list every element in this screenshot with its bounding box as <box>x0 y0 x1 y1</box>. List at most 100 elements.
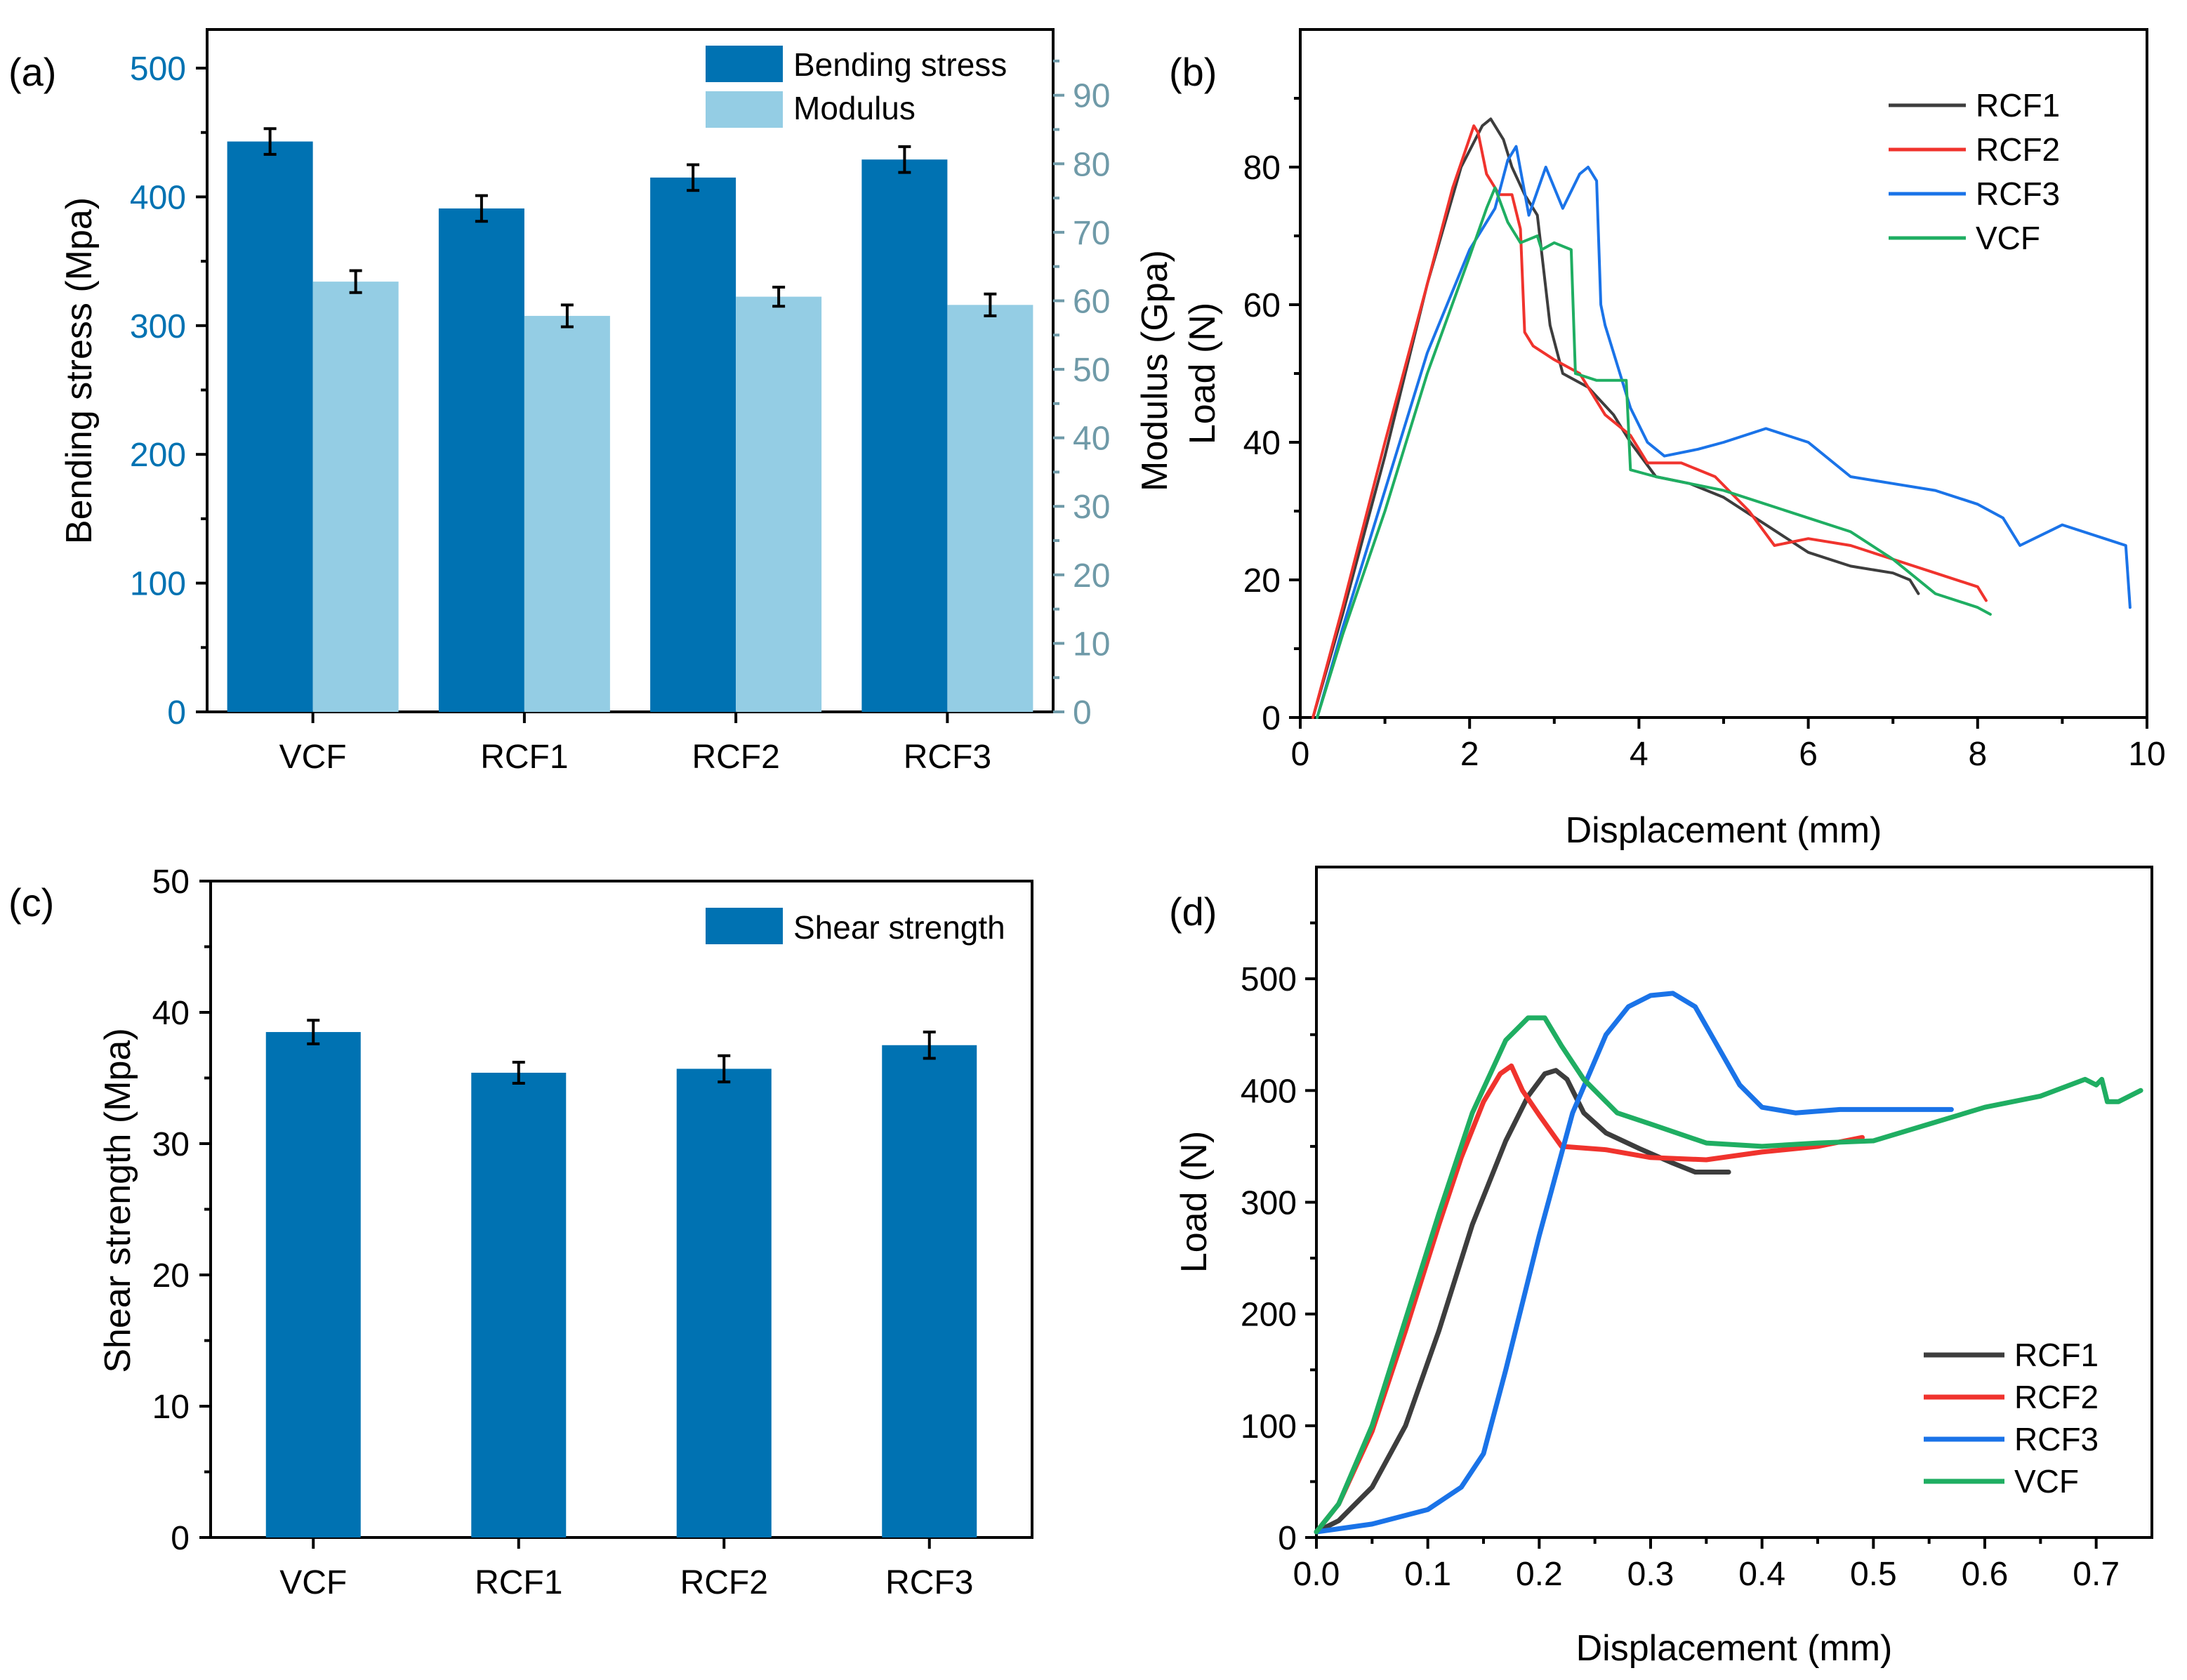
legend-label-shear-strength: Shear strength <box>793 909 1005 946</box>
panel-b-curves <box>1311 117 2132 719</box>
y-tick-label: 500 <box>1241 961 1297 998</box>
bar-modulus <box>736 296 822 712</box>
panel-a-legend: Bending stress Modulus <box>706 46 1007 128</box>
legend-swatch-bending-stress <box>706 46 783 82</box>
x-tick-label: 8 <box>1968 736 1987 773</box>
x-tick-label: 0.2 <box>1516 1556 1563 1593</box>
x-category-label: VCF <box>279 739 347 776</box>
y-tick-label: 0 <box>1262 700 1281 737</box>
panel-a-category-labels: VCF RCF1 RCF2 RCF3 <box>279 712 991 776</box>
x-tick-label: 4 <box>1630 736 1648 773</box>
error-bar <box>923 1031 936 1060</box>
y-tick-label: 40 <box>152 995 190 1032</box>
panel-a-left-axis: 0 100 200 300 400 500 <box>130 51 207 732</box>
panel-b-legend: RCF1 RCF2 RCF3 VCF <box>1889 87 2060 256</box>
x-category-label: RCF2 <box>680 1564 768 1601</box>
panel-d-legend: RCF1 RCF2 RCF3 VCF <box>1924 1337 2099 1500</box>
error-bar <box>263 127 277 156</box>
bar-modulus <box>524 315 610 712</box>
bar-bending-stress <box>227 141 313 713</box>
x-tick-label: 2 <box>1460 736 1479 773</box>
x-tick-label: 0 <box>1291 736 1310 773</box>
legend-label-rcf2: RCF2 <box>2014 1379 2099 1415</box>
x-tick-label: 0.4 <box>1738 1556 1785 1593</box>
y-tick-label: 60 <box>1243 287 1281 324</box>
x-category-label: RCF3 <box>885 1564 973 1601</box>
panel-a-bars <box>227 127 1033 713</box>
y2-tick-label: 20 <box>1073 557 1110 595</box>
legend-label-bending-stress: Bending stress <box>793 46 1007 83</box>
bar-shear-strength <box>676 1069 772 1537</box>
panel-b-y-axis-label: Load (N) <box>1182 303 1223 444</box>
error-bar <box>772 285 786 308</box>
error-bar <box>475 194 488 223</box>
bar-bending-stress <box>650 177 736 713</box>
y-tick-label: 40 <box>1243 425 1281 462</box>
y-tick-label: 300 <box>130 308 186 345</box>
y-tick-label: 10 <box>152 1389 190 1426</box>
panel-a-label: (a) <box>8 50 56 94</box>
y-tick-label: 200 <box>130 437 186 474</box>
curve-vcf <box>1316 186 1992 719</box>
error-bar <box>349 269 362 294</box>
y-tick-label: 80 <box>1243 150 1281 187</box>
panel-c-y-axis-label: Shear strength (Mpa) <box>98 1028 138 1373</box>
y-tick-label: 300 <box>1241 1185 1297 1222</box>
panel-b-load-displacement-chart: (b) 0 2 4 6 8 10 0 20 40 60 80 Displacement (mm) L… <box>1169 28 2166 851</box>
y-tick-label: 50 <box>152 864 190 901</box>
y-tick-label: 30 <box>152 1126 190 1163</box>
y2-tick-label: 0 <box>1073 694 1092 732</box>
error-bar <box>984 292 997 317</box>
legend-label-rcf1: RCF1 <box>2014 1337 2099 1373</box>
x-category-label: RCF3 <box>904 739 991 776</box>
bar-modulus <box>312 282 399 712</box>
curve-rcf1 <box>1314 1068 1731 1535</box>
y-tick-label: 400 <box>130 179 186 216</box>
panel-a-right-axis: 0 10 20 30 40 50 60 70 80 90 <box>1053 59 1110 732</box>
y2-tick-label: 30 <box>1073 489 1110 526</box>
y2-tick-label: 80 <box>1073 146 1110 183</box>
bar-shear-strength <box>882 1045 977 1537</box>
y2-tick-label: 70 <box>1073 215 1110 252</box>
panel-d-x-axis-label: Displacement (mm) <box>1576 1628 1893 1669</box>
panel-d-curves <box>1314 991 2143 1535</box>
panel-a-bending-modulus-chart: (a) 0 100 200 300 400 500 0 10 20 30 40 50 60 70 80 90… <box>8 28 1175 776</box>
panel-c-axes: 0 10 20 30 40 50 <box>152 864 211 1557</box>
x-category-label: VCF <box>279 1564 347 1601</box>
legend-label-rcf3: RCF3 <box>2014 1421 2099 1457</box>
panel-c-legend: Shear strength <box>706 908 1005 946</box>
bar-bending-stress <box>861 159 948 712</box>
y-tick-label: 400 <box>1241 1073 1297 1110</box>
curve-rcf3 <box>1314 991 1954 1535</box>
legend-swatch-modulus <box>706 91 783 128</box>
x-category-label: RCF2 <box>692 739 779 776</box>
error-bar <box>512 1061 525 1085</box>
panel-b-x-axis-label: Displacement (mm) <box>1566 810 1882 851</box>
curve-vcf <box>1314 1015 2143 1535</box>
panel-d-label: (d) <box>1169 889 1217 934</box>
y2-tick-label: 40 <box>1073 421 1110 458</box>
x-tick-label: 0.1 <box>1404 1556 1451 1593</box>
legend-label-rcf2: RCF2 <box>1976 131 2060 168</box>
y-tick-label: 20 <box>1243 562 1281 600</box>
panel-a-y-axis-label: Bending stress (Mpa) <box>59 197 100 544</box>
y-tick-label: 0 <box>171 1520 190 1557</box>
error-bar <box>898 145 911 174</box>
bar-shear-strength <box>265 1032 361 1537</box>
error-bar <box>560 303 574 329</box>
x-tick-label: 6 <box>1799 736 1818 773</box>
y2-tick-label: 90 <box>1073 78 1110 115</box>
x-tick-label: 10 <box>2128 736 2165 773</box>
curve-rcf1 <box>1311 117 1920 719</box>
y-tick-label: 200 <box>1241 1297 1297 1334</box>
x-tick-label: 0.6 <box>1962 1556 2009 1593</box>
panel-d-axes: 0.0 0.1 0.2 0.3 0.4 0.5 0.6 0.7 0 100 200 300 400 500 <box>1241 921 2120 1593</box>
y2-tick-label: 10 <box>1073 626 1110 663</box>
y-tick-label: 100 <box>130 566 186 603</box>
x-tick-label: 0.3 <box>1627 1556 1674 1593</box>
panel-b-axes: 0 2 4 6 8 10 0 20 40 60 80 <box>1243 97 2166 773</box>
legend-label-modulus: Modulus <box>793 90 916 126</box>
y-tick-label: 500 <box>130 51 186 88</box>
error-bar <box>307 1019 320 1045</box>
